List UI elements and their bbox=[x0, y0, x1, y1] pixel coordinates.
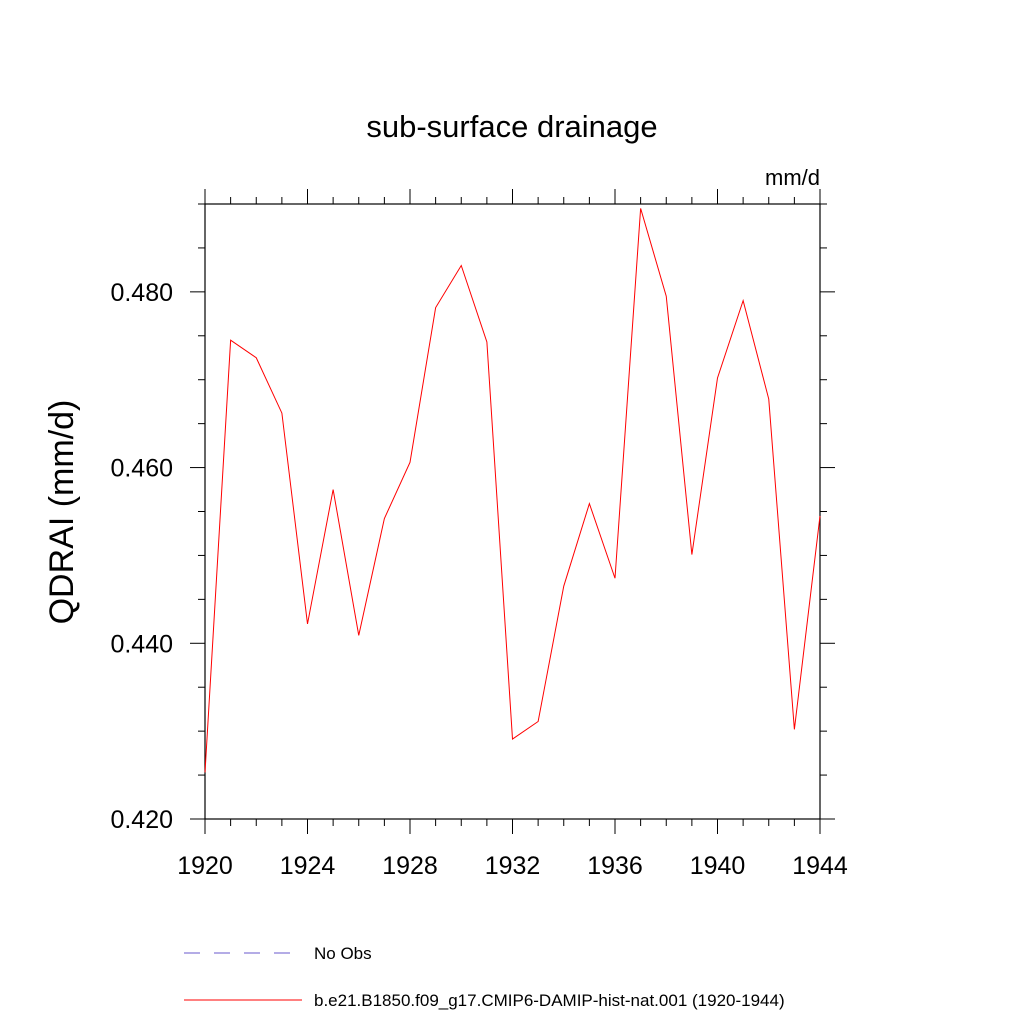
y-tick-label: 0.420 bbox=[110, 806, 173, 834]
y-tick-label: 0.460 bbox=[110, 455, 173, 483]
units-label: mm/d bbox=[765, 165, 820, 190]
x-tick-label: 1932 bbox=[485, 852, 541, 880]
x-tick-label: 1924 bbox=[280, 852, 336, 880]
legend-label-no-obs: No Obs bbox=[314, 944, 372, 963]
series-line bbox=[204, 208, 821, 773]
plot-frame bbox=[204, 203, 821, 820]
x-tick-label: 1944 bbox=[792, 852, 848, 880]
chart-title: sub-surface drainage bbox=[366, 109, 657, 144]
series-layer bbox=[204, 208, 821, 773]
y-tick-label: 0.440 bbox=[110, 630, 173, 658]
y-tick-label: 0.480 bbox=[110, 279, 173, 307]
y-axis-label: QDRAI (mm/d) bbox=[43, 400, 81, 625]
tick-labels: 1920 1924 1928 1932 1936 1940 1944 0.420 0.440 0.… bbox=[110, 279, 847, 880]
x-tick-label: 1928 bbox=[382, 852, 438, 880]
axis-ticks bbox=[190, 189, 835, 834]
legend: No Obs b.e21.B1850.f09_g17.CMIP6-DAMIP-h… bbox=[184, 944, 785, 1010]
x-tick-label: 1920 bbox=[177, 852, 233, 880]
x-tick-label: 1936 bbox=[587, 852, 643, 880]
legend-label-series: b.e21.B1850.f09_g17.CMIP6-DAMIP-hist-nat… bbox=[314, 991, 785, 1010]
x-tick-label: 1940 bbox=[690, 852, 746, 880]
